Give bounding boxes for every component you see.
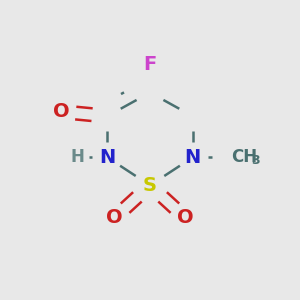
Text: N: N — [184, 148, 201, 167]
Text: O: O — [106, 208, 123, 227]
Text: S: S — [143, 176, 157, 195]
Text: 3: 3 — [251, 154, 260, 167]
Text: S: S — [143, 176, 157, 195]
Text: O: O — [53, 102, 70, 121]
Text: H: H — [71, 148, 85, 166]
Text: F: F — [143, 55, 157, 74]
Text: N: N — [99, 148, 116, 167]
Text: CH: CH — [231, 148, 257, 166]
Text: O: O — [177, 208, 194, 227]
Text: N: N — [99, 148, 116, 167]
Text: N: N — [184, 148, 201, 167]
